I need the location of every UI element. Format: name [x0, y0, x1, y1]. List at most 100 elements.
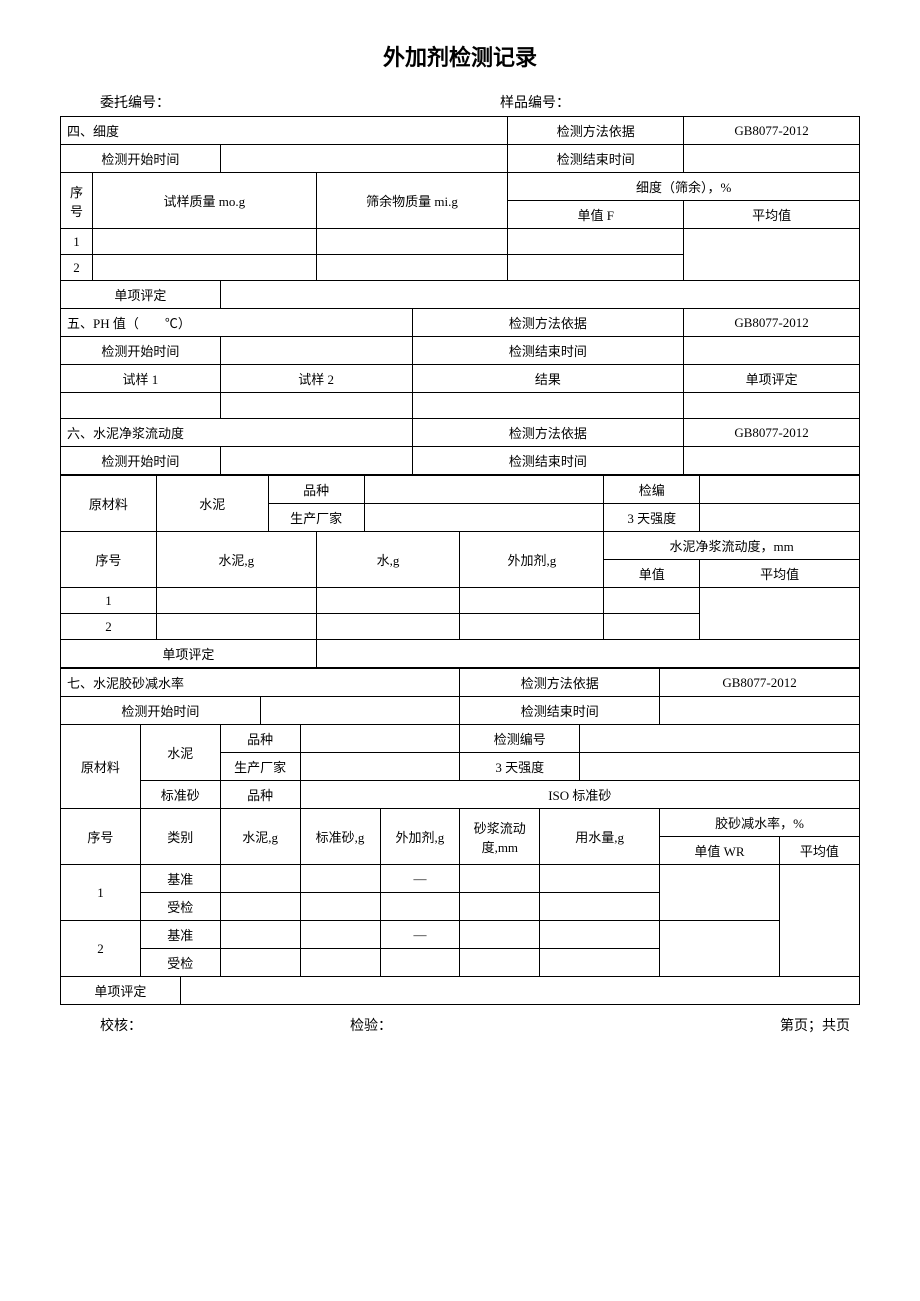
- single-eval-value[interactable]: [180, 977, 859, 1005]
- cell[interactable]: [316, 614, 460, 640]
- method-label: 检测方法依据: [508, 117, 684, 145]
- cell[interactable]: [508, 229, 684, 255]
- cell[interactable]: [660, 921, 780, 977]
- end-time-label: 检测结束时间: [508, 145, 684, 173]
- single-eval-value[interactable]: [220, 281, 859, 309]
- method-label: 检测方法依据: [412, 419, 684, 447]
- iso-sand-value: ISO 标准砂: [300, 781, 859, 809]
- single-eval-label: 单项评定: [61, 281, 221, 309]
- sec7-head: 七、水泥胶砂减水率: [61, 669, 460, 697]
- cell[interactable]: [92, 255, 316, 281]
- cell[interactable]: [300, 865, 380, 893]
- end-time-value[interactable]: [684, 337, 860, 365]
- cell[interactable]: [412, 393, 684, 419]
- cell[interactable]: [460, 588, 604, 614]
- cell[interactable]: [700, 588, 860, 640]
- cell[interactable]: [316, 255, 508, 281]
- cell[interactable]: [540, 893, 660, 921]
- row-seq: 2: [61, 614, 157, 640]
- end-time-label: 检测结束时间: [412, 447, 684, 475]
- start-time-value[interactable]: [220, 447, 412, 475]
- end-time-value[interactable]: [660, 697, 860, 725]
- start-time-value[interactable]: [260, 697, 460, 725]
- section4-table: 四、细度 检测方法依据 GB8077-2012 检测开始时间 检测结束时间 序号…: [60, 116, 860, 475]
- single-eval-value[interactable]: [316, 640, 859, 668]
- cell[interactable]: [316, 229, 508, 255]
- wr-label: 单值 WR: [660, 837, 780, 865]
- fineness-label: 细度（筛余），%: [508, 173, 860, 201]
- start-time-label: 检测开始时间: [61, 447, 221, 475]
- category-label: 类别: [140, 809, 220, 865]
- sec4-head: 四、细度: [61, 117, 508, 145]
- cell[interactable]: [460, 893, 540, 921]
- start-time-value[interactable]: [220, 337, 412, 365]
- variety-label: 品种: [220, 781, 300, 809]
- cell[interactable]: [700, 476, 860, 504]
- end-time-label: 检测结束时间: [460, 697, 660, 725]
- cell[interactable]: [604, 588, 700, 614]
- cell[interactable]: [300, 949, 380, 977]
- cell[interactable]: [779, 865, 859, 977]
- avg-label: 平均值: [779, 837, 859, 865]
- testno-label: 检编: [604, 476, 700, 504]
- cell[interactable]: [460, 865, 540, 893]
- check-label: 校核：: [60, 1015, 350, 1035]
- cell[interactable]: [61, 393, 221, 419]
- cell[interactable]: [220, 949, 300, 977]
- cell[interactable]: [540, 865, 660, 893]
- reduce-rate-label: 胶砂减水率，%: [660, 809, 860, 837]
- cell[interactable]: [580, 725, 860, 753]
- cell[interactable]: [220, 865, 300, 893]
- cell[interactable]: [156, 588, 316, 614]
- cell[interactable]: [300, 725, 460, 753]
- seq-label: 序号: [61, 532, 157, 588]
- cell[interactable]: [460, 921, 540, 949]
- variety-label: 品种: [220, 725, 300, 753]
- cell[interactable]: [364, 476, 604, 504]
- commission-no: 委托编号：: [60, 92, 460, 112]
- cell[interactable]: [604, 614, 700, 640]
- base-label: 基准: [140, 921, 220, 949]
- cell[interactable]: [380, 893, 460, 921]
- method-label: 检测方法依据: [460, 669, 660, 697]
- raw-mat-label: 原材料: [61, 476, 157, 532]
- sample-no: 样品编号：: [460, 92, 860, 112]
- cell[interactable]: [540, 949, 660, 977]
- strength3-label: 3 天强度: [604, 504, 700, 532]
- row-seq: 1: [61, 865, 141, 921]
- cell[interactable]: [300, 893, 380, 921]
- cement-label: 水泥: [156, 476, 268, 532]
- avg-label: 平均值: [700, 560, 860, 588]
- cell[interactable]: [508, 255, 684, 281]
- cell[interactable]: [460, 614, 604, 640]
- cell[interactable]: [460, 949, 540, 977]
- cell[interactable]: [300, 921, 380, 949]
- cell[interactable]: [156, 614, 316, 640]
- cell[interactable]: [220, 893, 300, 921]
- sec5-head: 五、PH 值（ ℃）: [61, 309, 413, 337]
- method-value: GB8077-2012: [660, 669, 860, 697]
- start-time-value[interactable]: [220, 145, 508, 173]
- cell[interactable]: [220, 393, 412, 419]
- cell[interactable]: [380, 949, 460, 977]
- cell[interactable]: [700, 504, 860, 532]
- end-time-value[interactable]: [684, 145, 860, 173]
- variety-label: 品种: [268, 476, 364, 504]
- method-value: GB8077-2012: [684, 419, 860, 447]
- admix-g-label: 外加剂,g: [460, 532, 604, 588]
- cell[interactable]: [220, 921, 300, 949]
- cement-label: 水泥: [140, 725, 220, 781]
- cell[interactable]: [684, 393, 860, 419]
- cell[interactable]: [684, 229, 860, 281]
- cell[interactable]: [316, 588, 460, 614]
- cell[interactable]: [300, 753, 460, 781]
- cell[interactable]: [660, 865, 780, 921]
- cell[interactable]: [364, 504, 604, 532]
- cell[interactable]: [92, 229, 316, 255]
- f-val-label: 单值 F: [508, 201, 684, 229]
- cell[interactable]: [540, 921, 660, 949]
- cell[interactable]: [580, 753, 860, 781]
- method-label: 检测方法依据: [412, 309, 684, 337]
- end-time-value[interactable]: [684, 447, 860, 475]
- sample-mass-label: 试样质量 mo.g: [92, 173, 316, 229]
